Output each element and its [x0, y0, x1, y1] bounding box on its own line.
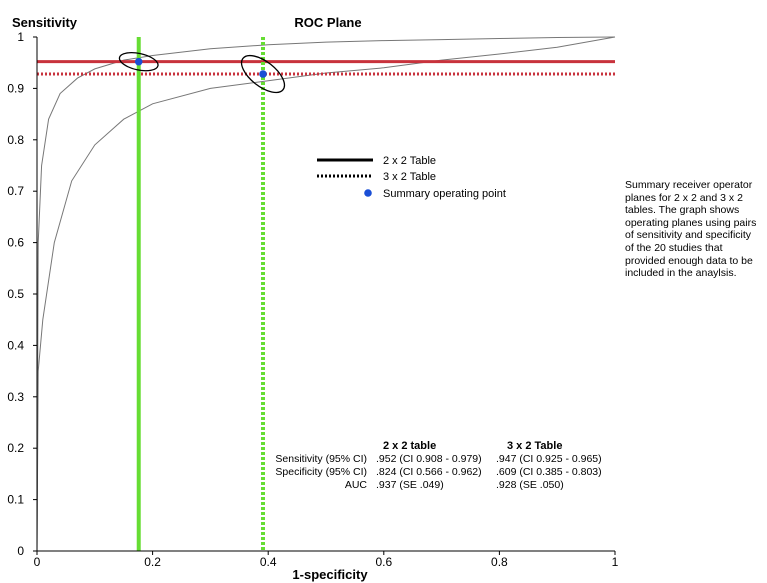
- stats-row-label: Sensitivity (95% CI): [275, 453, 367, 465]
- legend-label-2x2: 2 x 2 Table: [383, 155, 436, 167]
- summary-operating-point-2: [259, 70, 267, 78]
- y-tick-label: 0.3: [7, 390, 24, 404]
- x-axis-title: 1-specificity: [292, 567, 368, 582]
- legend: 2 x 2 Table 3 x 2 Table Summary operatin…: [317, 155, 506, 200]
- confidence-ellipses: [118, 51, 286, 94]
- y-tick-label: 0.2: [7, 441, 24, 455]
- chart-title: ROC Plane: [294, 15, 361, 30]
- confidence-ellipse-2: [240, 54, 286, 94]
- summary-points: [134, 57, 267, 78]
- stats-table: 2 x 2 table 3 x 2 Table Sensitivity (95%…: [275, 440, 601, 491]
- stats-cell: .952 (CI 0.908 - 0.979): [376, 453, 482, 465]
- stats-cell: .928 (SE .050): [496, 479, 564, 491]
- y-tick-label: 0.4: [7, 338, 24, 352]
- figure-caption: Summary receiver operator planes for 2 x…: [625, 179, 757, 280]
- y-tick-label: 0.5: [7, 287, 24, 301]
- y-tick-label: 0: [17, 544, 24, 558]
- stats-cell: .824 (CI 0.566 - 0.962): [376, 466, 482, 478]
- y-axis-title: Sensitivity: [12, 15, 78, 30]
- legend-label-3x2: 3 x 2 Table: [383, 171, 436, 183]
- stats-cell: .947 (CI 0.925 - 0.965): [496, 453, 602, 465]
- stats-row-label: Specificity (95% CI): [275, 466, 367, 478]
- confidence-band-lower-curve: [36, 36, 616, 552]
- x-tick-label: 0.8: [491, 555, 508, 569]
- confidence-band-upper-curve: [36, 36, 616, 552]
- stats-cell: .609 (CI 0.385 - 0.803): [496, 466, 602, 478]
- x-tick-label: 0.4: [260, 555, 277, 569]
- confidence-ellipse-1: [118, 51, 159, 72]
- x-tick-label: 0.2: [144, 555, 161, 569]
- y-tick-label: 1: [17, 30, 24, 44]
- tick-labels: 0 0.1 0.2 0.3 0.4 0.5 0.6 0.7 0.8 0.9 1 0 0.2 0.4 0.6 0…: [7, 30, 618, 569]
- stats-header-3x2: 3 x 2 Table: [507, 440, 562, 452]
- legend-label-point: Summary operating point: [383, 188, 506, 200]
- confidence-band: [36, 36, 616, 552]
- x-tick-label: 0: [34, 555, 41, 569]
- stats-row-label: AUC: [345, 479, 368, 491]
- y-tick-label: 0.6: [7, 236, 24, 250]
- legend-swatch-point: [364, 189, 372, 197]
- y-tick-label: 0.1: [7, 493, 24, 507]
- y-tick-label: 0.8: [7, 133, 24, 147]
- x-tick-label: 1: [612, 555, 619, 569]
- y-tick-label: 0.9: [7, 81, 24, 95]
- summary-operating-point-1: [134, 57, 143, 66]
- stats-cell: .937 (SE .049): [376, 479, 444, 491]
- stats-header-2x2: 2 x 2 table: [383, 440, 436, 452]
- operating-lines: [37, 37, 615, 551]
- x-tick-label: 0.6: [375, 555, 392, 569]
- y-tick-label: 0.7: [7, 184, 24, 198]
